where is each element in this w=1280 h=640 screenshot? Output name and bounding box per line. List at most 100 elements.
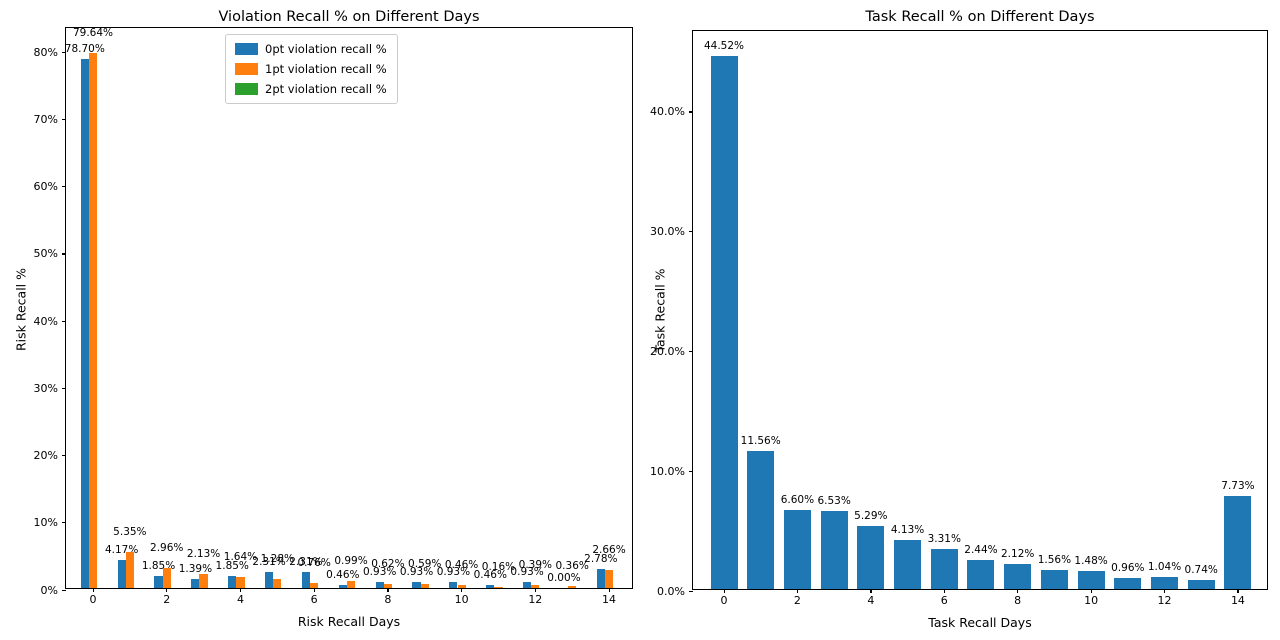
y-tick-mark — [62, 387, 66, 390]
bar-1pt-violation-recall--day-13 — [568, 585, 577, 588]
bar-1pt-violation-recall--day-4 — [236, 576, 245, 588]
bar-0pt-violation-recall--day-8 — [375, 581, 384, 588]
violation-plot-area: 0pt violation recall % 1pt violation reca… — [34, 27, 633, 605]
bar-value-label: 0.39% — [518, 559, 552, 572]
bar-0pt-violation-recall--day-12 — [523, 581, 532, 588]
bar-value-label: 0.46% — [326, 568, 360, 581]
bar-value-label: 1.64% — [223, 550, 258, 563]
task-chart-title: Task Recall % on Different Days — [865, 9, 1095, 25]
bar-task-recall--day-13 — [1187, 580, 1215, 589]
legend-swatch-icon — [235, 83, 258, 95]
bar-task-recall--day-11 — [1114, 577, 1142, 589]
x-tick-mark — [1090, 589, 1092, 593]
bar-1pt-violation-recall--day-0 — [88, 52, 98, 588]
bar-value-label: 0.93% — [436, 565, 471, 578]
y-tick-label: 20% — [33, 449, 58, 463]
bar-value-label: 2.31% — [289, 556, 323, 569]
y-tick-mark — [62, 253, 66, 255]
legend-label: 0pt violation recall % — [265, 42, 387, 56]
x-tick-mark — [461, 588, 463, 592]
y-tick-mark — [689, 470, 693, 472]
bar-task-recall--day-3 — [820, 510, 848, 589]
x-tick-mark — [608, 588, 610, 592]
y-tick-label: 80% — [33, 45, 58, 59]
x-tick-mark — [92, 588, 94, 592]
bar-0pt-violation-recall--day-5 — [265, 572, 274, 588]
bar-value-label: 0.36% — [555, 559, 589, 572]
bar-1pt-violation-recall--day-1 — [125, 552, 134, 588]
y-tick-label: 40.0% — [650, 105, 685, 119]
bar-0pt-violation-recall--day-4 — [228, 575, 237, 588]
bar-value-label: 1.56% — [1037, 554, 1072, 567]
task-plot-area: 0.0% 10.0% 20.0% 30.0% 40.0% 0 2 4 6 8 10 12 14 44.52… — [650, 30, 1268, 606]
bar-1pt-violation-recall--day-2 — [162, 568, 171, 588]
y-tick-label: 40% — [33, 314, 58, 328]
y-tick-label: 50% — [33, 247, 58, 261]
y-tick-mark — [62, 51, 66, 54]
bar-task-recall--day-6 — [930, 549, 958, 589]
y-tick-mark — [689, 231, 693, 233]
y-tick-label: 30% — [33, 381, 58, 395]
bar-0pt-violation-recall--day-3 — [191, 578, 200, 588]
bar-value-label: 1.48% — [1074, 555, 1108, 568]
x-tick-mark — [387, 588, 389, 592]
bar-value-label: 0.96% — [1111, 561, 1145, 574]
bar-value-label: 0.46% — [444, 558, 479, 571]
bar-value-label: 2.13% — [186, 547, 221, 560]
bar-1pt-violation-recall--day-6 — [310, 582, 319, 588]
bar-task-recall--day-14 — [1224, 496, 1252, 589]
bar-value-label: 0.74% — [1184, 564, 1218, 577]
bar-value-label: 0.99% — [334, 555, 368, 568]
bar-0pt-violation-recall--day-11 — [486, 584, 495, 588]
bar-task-recall--day-4 — [857, 525, 885, 589]
bar-value-label: 2.12% — [1000, 547, 1035, 560]
bar-value-label: 6.60% — [780, 493, 815, 506]
y-tick-mark — [62, 455, 66, 457]
bar-0pt-violation-recall--day-6 — [301, 572, 311, 588]
bar-task-recall--day-12 — [1151, 576, 1179, 589]
task-x-axis-label: Task Recall Days — [928, 615, 1032, 630]
y-tick-mark — [62, 522, 66, 524]
y-tick-mark — [62, 320, 66, 322]
bar-1pt-violation-recall--day-7 — [346, 581, 356, 588]
bar-1pt-violation-recall--day-3 — [199, 573, 208, 588]
violation-x-axis-label: Risk Recall Days — [297, 614, 401, 629]
x-tick-label: 2 — [163, 593, 171, 606]
legend-item: 2pt violation recall % — [235, 82, 387, 96]
bar-value-label: 0.93% — [399, 565, 434, 578]
bar-0pt-violation-recall--day-9 — [412, 581, 421, 588]
x-tick-label: 4 — [236, 593, 244, 606]
bar-1pt-violation-recall--day-10 — [457, 584, 466, 588]
legend-label: 2pt violation recall % — [265, 82, 387, 96]
bar-value-label: 3.31% — [927, 533, 961, 546]
y-tick-label: 10.0% — [650, 464, 685, 478]
y-tick-mark — [689, 111, 693, 113]
x-tick-mark — [1017, 589, 1019, 593]
y-tick-mark — [62, 186, 66, 188]
bar-task-recall--day-10 — [1077, 571, 1105, 589]
bar-value-label: 0.46% — [473, 568, 507, 581]
violation-chart-title: Violation Recall % on Different Days — [218, 9, 480, 25]
x-tick-mark — [1164, 589, 1166, 593]
y-tick-label: 10% — [33, 516, 58, 530]
x-tick-label: 2 — [793, 594, 801, 607]
bar-0pt-violation-recall--day-7 — [338, 584, 347, 588]
y-tick-label: 0% — [40, 583, 58, 597]
bar-1pt-violation-recall--day-12 — [531, 585, 540, 588]
bar-value-label: 78.70% — [64, 43, 105, 56]
y-tick-label: 70% — [33, 113, 58, 127]
violation-y-axis-label: Risk Recall % — [13, 267, 29, 352]
bar-value-label: 0.59% — [408, 558, 442, 571]
task-y-axis-label: Task Recall % — [652, 268, 668, 353]
bar-value-label: 2.44% — [964, 543, 998, 556]
bar-value-label: 1.39% — [178, 562, 213, 575]
x-tick-mark — [796, 589, 799, 593]
legend-swatch-icon — [235, 63, 258, 75]
bar-task-recall--day-9 — [1040, 570, 1068, 589]
bar-1pt-violation-recall--day-14 — [604, 570, 614, 588]
legend-item: 0pt violation recall % — [235, 42, 387, 56]
x-tick-mark — [943, 589, 945, 593]
x-tick-label: 12 — [1157, 594, 1172, 607]
bar-1pt-violation-recall--day-9 — [420, 584, 429, 588]
